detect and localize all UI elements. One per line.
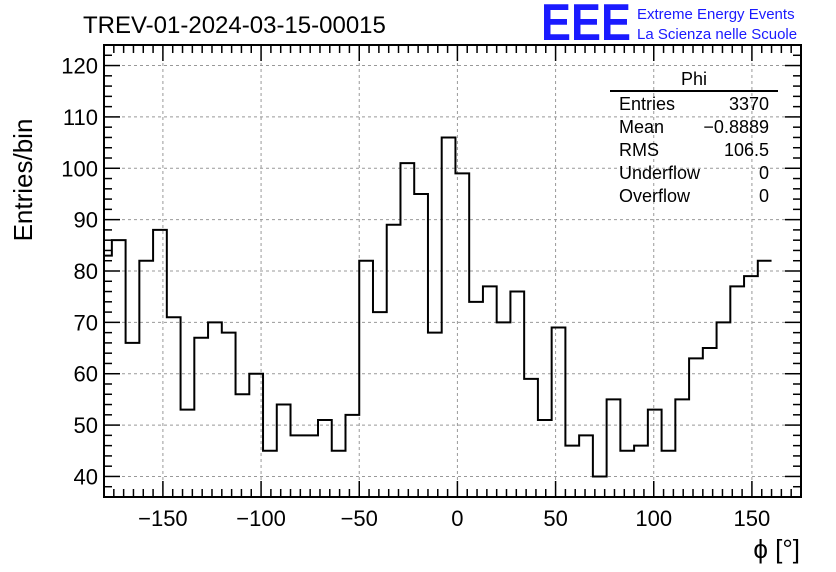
stats-value: 0: [759, 186, 769, 206]
y-tick-labels: 40 50 60 70 80 90 100 110 120: [61, 54, 98, 490]
stats-title: Phi: [681, 69, 707, 89]
stats-label: Overflow: [619, 186, 691, 206]
logo-line-1: Extreme Energy Events: [637, 6, 795, 23]
chart-title: TREV-01-2024-03-15-00015: [83, 12, 386, 39]
x-tick-label: −50: [341, 506, 378, 531]
y-tick-label: 80: [74, 259, 98, 284]
x-tick-label: 0: [451, 506, 463, 531]
stats-label: Entries: [619, 94, 675, 114]
eee-logo-mark: EEE: [541, 0, 631, 52]
stats-box: Phi Entries 3370 Mean −0.8889 RMS 106.5 Underf…: [610, 69, 778, 206]
eee-logo: EEE Extreme Energy Events La Scienza nel…: [541, 0, 797, 52]
x-tick-label: 150: [734, 506, 771, 531]
histogram-outline: [104, 136, 772, 478]
y-tick-label: 120: [61, 54, 98, 79]
stats-label: Mean: [619, 117, 664, 137]
x-tick-label: 100: [635, 506, 672, 531]
axis-ticks: [104, 44, 802, 498]
stats-value: −0.8889: [703, 117, 769, 137]
y-tick-label: 100: [61, 156, 98, 181]
stats-value: 106.5: [724, 140, 769, 160]
y-tick-label: 60: [74, 362, 98, 387]
grid-lines: [104, 45, 801, 497]
stats-label: Underflow: [619, 163, 701, 183]
x-tick-label: 50: [543, 506, 567, 531]
y-tick-label: 110: [63, 105, 98, 130]
y-tick-label: 40: [74, 464, 98, 489]
y-axis-title: Entries/bin: [8, 119, 38, 242]
x-tick-label: −100: [236, 506, 286, 531]
y-tick-label: 90: [74, 208, 98, 233]
y-tick-label: 50: [74, 413, 98, 438]
logo-line-2: La Scienza nelle Scuole: [637, 26, 797, 43]
x-axis-title: ϕ [°]: [753, 534, 800, 564]
x-tick-labels: −150 −100 −50 0 50 100 150: [138, 506, 770, 531]
stats-value: 0: [759, 163, 769, 183]
stats-label: RMS: [619, 140, 659, 160]
y-tick-label: 70: [74, 310, 98, 335]
x-tick-label: −150: [138, 506, 188, 531]
stats-value: 3370: [729, 94, 769, 114]
